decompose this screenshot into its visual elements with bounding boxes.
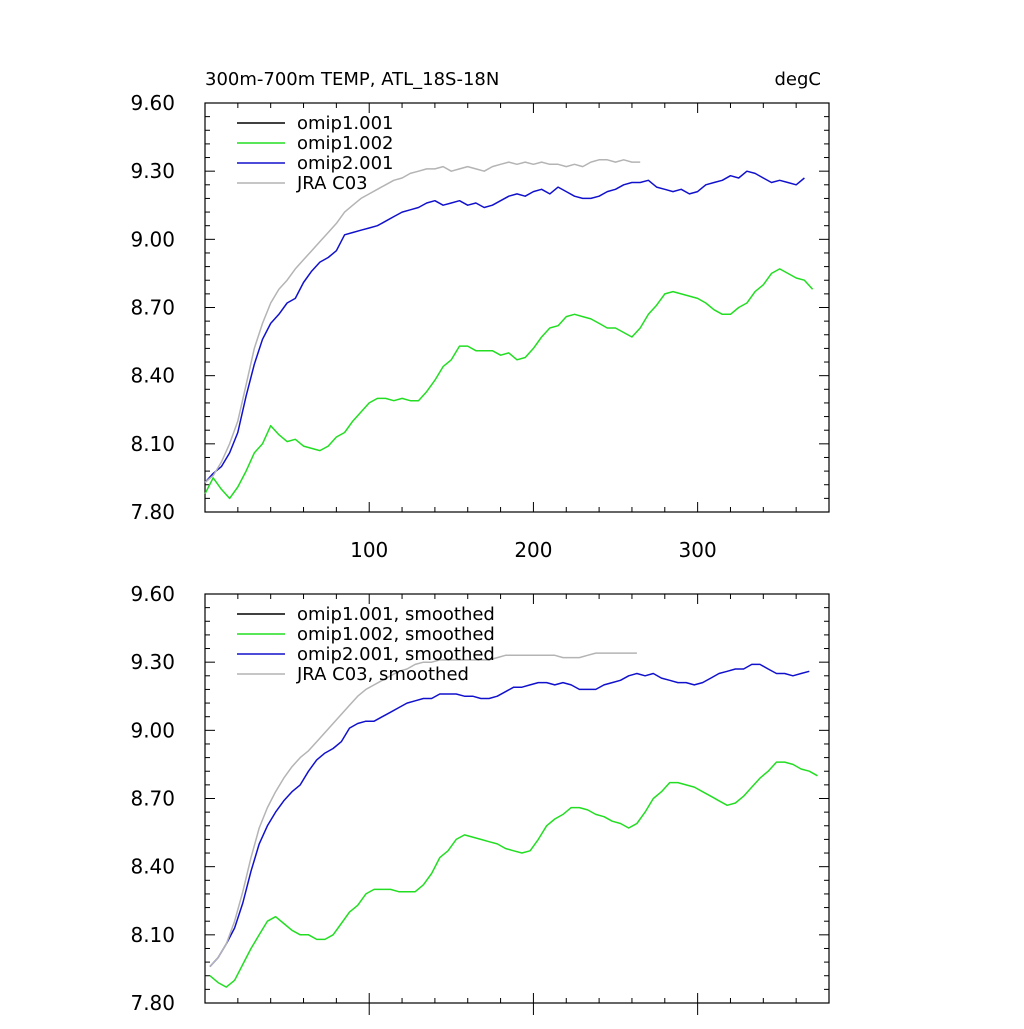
panel-1-x-tick-label: 300 bbox=[679, 538, 717, 562]
panel-1-legend-label: omip1.001 bbox=[297, 113, 394, 134]
panel-2-y-tick-label: 8.10 bbox=[130, 923, 175, 947]
panel-2-legend-label: omip1.002, smoothed bbox=[297, 624, 495, 645]
panel-1-y-tick-label: 7.80 bbox=[130, 500, 175, 524]
panel-1-series-line-omip1-002 bbox=[204, 268, 814, 500]
panel-2-y-tick-label: 8.40 bbox=[130, 855, 175, 879]
panel-1-y-tick-label: 8.10 bbox=[130, 432, 175, 456]
panel-2-y-tick-label: 7.80 bbox=[130, 991, 175, 1015]
panel-1-legend-label: JRA C03 bbox=[296, 173, 368, 194]
panel-2-series-line-jra-c03-smoothed bbox=[209, 652, 637, 968]
panel-2-series-line-omip2-001-smoothed bbox=[209, 663, 810, 968]
panel-1-y-tick-label: 8.70 bbox=[130, 296, 175, 320]
panel-1-units-label: degC bbox=[775, 69, 822, 90]
panel-1-legend-label: omip1.002 bbox=[297, 133, 394, 154]
panel-1-series-line-omip2-001 bbox=[204, 170, 805, 484]
panel-2-y-tick-label: 9.30 bbox=[130, 650, 175, 674]
panel-1-series-line-jra-c03 bbox=[204, 159, 641, 484]
panel-1-title: 300m-700m TEMP, ATL_18S-18N bbox=[205, 69, 499, 90]
panel-2-legend-label: JRA C03, smoothed bbox=[296, 664, 469, 685]
panel-2-y-tick-label: 9.60 bbox=[130, 582, 175, 606]
panel-1-y-tick-label: 9.30 bbox=[130, 159, 175, 183]
panel-1-x-tick-label: 100 bbox=[350, 538, 388, 562]
panel-1-y-tick-label: 9.00 bbox=[130, 227, 175, 251]
panel-1-legend-label: omip2.001 bbox=[297, 153, 394, 174]
panel-1-x-tick-label: 200 bbox=[514, 538, 552, 562]
panel-1-y-tick-label: 8.40 bbox=[130, 364, 175, 388]
panel-2-series-line-omip1-002-smoothed bbox=[209, 761, 818, 988]
panel-2-y-tick-label: 9.00 bbox=[130, 718, 175, 742]
panel-2-legend-label: omip1.001, smoothed bbox=[297, 604, 495, 625]
panel-2-legend-label: omip2.001, smoothed bbox=[297, 644, 495, 665]
panel-1-y-tick-label: 9.60 bbox=[130, 91, 175, 115]
panel-2-y-tick-label: 8.70 bbox=[130, 787, 175, 811]
